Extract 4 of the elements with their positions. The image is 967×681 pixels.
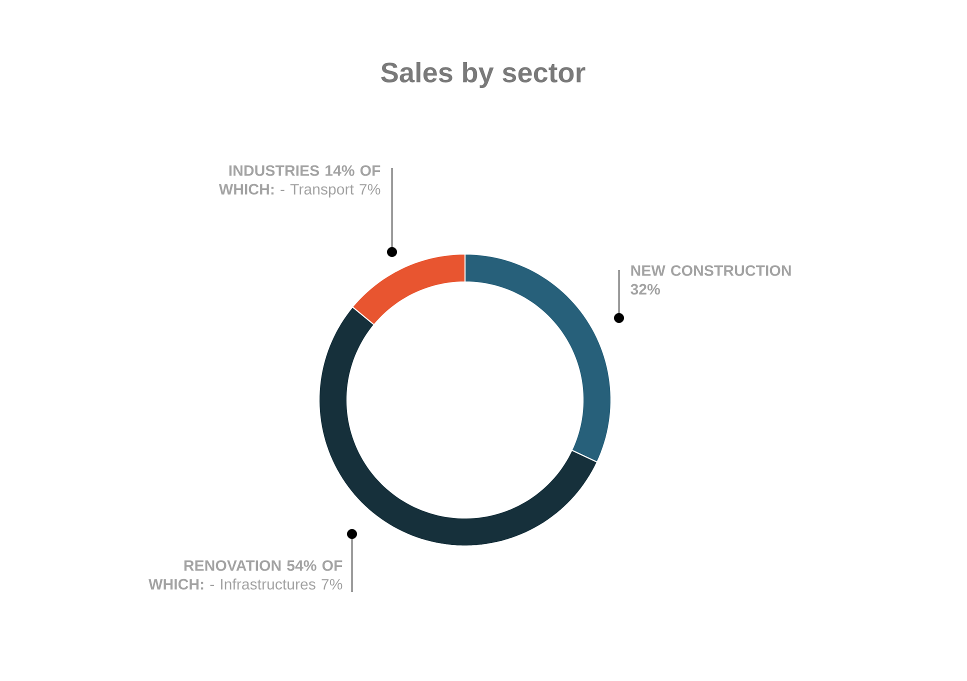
slice-label: NEW CONSTRUCTION 32% — [630, 265, 791, 295]
slice-label: INDUSTRIES 14% OF WHICH: - Transport 7% — [218, 165, 380, 198]
chart-title: Sales by sector — [381, 62, 586, 88]
slice-label: RENOVATION 54% OF WHICH: - Infrastructures 7% — [148, 560, 342, 590]
